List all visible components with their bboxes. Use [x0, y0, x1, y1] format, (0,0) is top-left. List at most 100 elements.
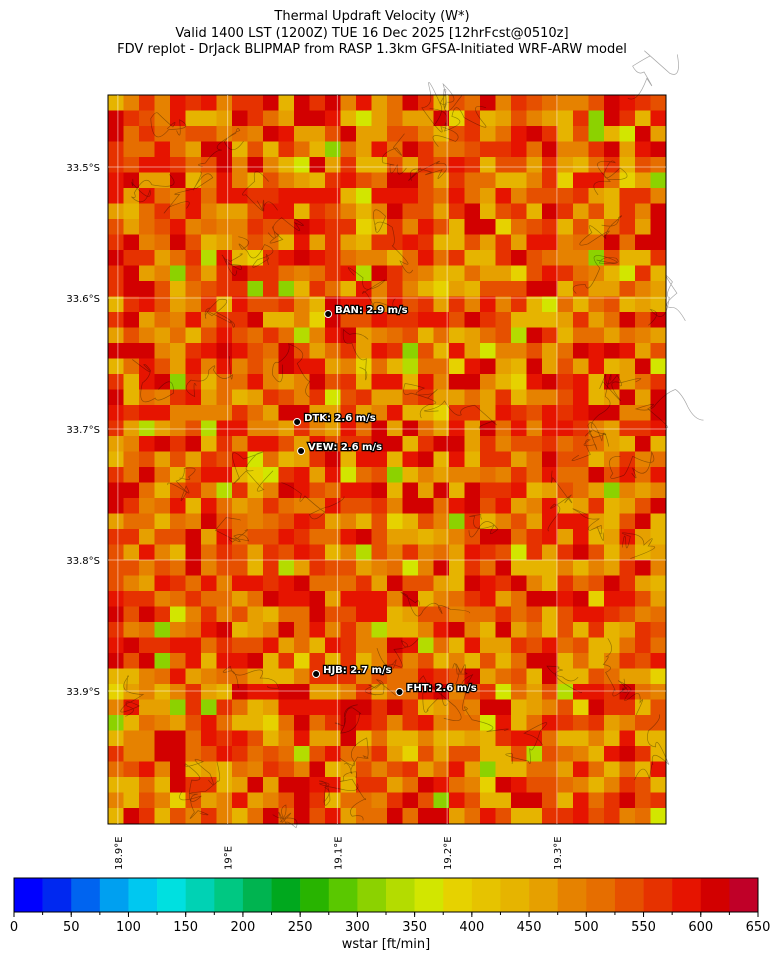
- raster-cell: [325, 591, 341, 607]
- raster-cell: [108, 777, 124, 793]
- raster-cell: [588, 792, 605, 809]
- raster-cell: [588, 110, 605, 127]
- raster-cell: [154, 606, 171, 623]
- raster-cell: [139, 250, 155, 266]
- raster-cell: [542, 126, 558, 142]
- raster-cell: [464, 777, 481, 793]
- raster-cell: [340, 544, 357, 561]
- raster-cell: [123, 761, 140, 778]
- raster-cell: [356, 606, 372, 623]
- raster-cell: [356, 560, 372, 576]
- raster-cell: [278, 157, 295, 173]
- raster-cell: [433, 575, 450, 592]
- raster-cell: [650, 157, 667, 173]
- raster-cell: [356, 327, 372, 344]
- raster-cell: [371, 575, 388, 592]
- raster-cell: [526, 591, 543, 607]
- raster-cell: [464, 653, 481, 669]
- raster-cell: [201, 358, 217, 375]
- raster-cell: [387, 234, 403, 251]
- raster-cell: [263, 606, 279, 623]
- raster-cell: [573, 188, 589, 204]
- raster-cell: [557, 374, 574, 390]
- raster-cell: [557, 126, 574, 142]
- raster-cell: [325, 110, 341, 127]
- raster-cell: [480, 219, 496, 235]
- raster-cell: [418, 746, 434, 762]
- raster-cell: [139, 219, 155, 235]
- raster-cell: [185, 529, 202, 545]
- raster-cell: [154, 172, 171, 189]
- raster-cell: [573, 312, 589, 328]
- raster-cell: [170, 141, 186, 158]
- raster-cell: [309, 234, 326, 251]
- raster-cell: [185, 157, 202, 173]
- raster-cell: [247, 761, 264, 778]
- raster-cell: [402, 157, 419, 173]
- raster-cell: [294, 498, 310, 514]
- raster-cell: [139, 684, 155, 700]
- raster-cell: [402, 482, 419, 499]
- raster-cell: [495, 405, 512, 421]
- colorbar-swatch: [214, 878, 244, 912]
- raster-cell: [418, 343, 434, 359]
- raster-cell: [247, 730, 264, 747]
- raster-cell: [635, 498, 651, 514]
- raster-cell: [619, 560, 636, 576]
- raster-cell: [588, 684, 605, 700]
- raster-cell: [635, 622, 651, 638]
- raster-cell: [449, 95, 465, 111]
- raster-cell: [108, 265, 124, 282]
- raster-cell: [294, 436, 310, 452]
- raster-cell: [139, 482, 155, 499]
- raster-cell: [216, 281, 233, 297]
- raster-cell: [542, 188, 558, 204]
- raster-cell: [464, 343, 481, 359]
- raster-cell: [371, 730, 388, 747]
- raster-cell: [325, 544, 341, 561]
- raster-cell: [526, 110, 543, 127]
- raster-cell: [511, 296, 527, 313]
- raster-cell: [309, 606, 326, 623]
- raster-cell: [511, 653, 527, 669]
- raster-cell: [294, 730, 310, 747]
- raster-cell: [154, 653, 171, 669]
- raster-cell: [604, 746, 620, 762]
- raster-cell: [263, 668, 279, 685]
- raster-cell: [154, 513, 171, 530]
- raster-cell: [154, 777, 171, 793]
- raster-cell: [619, 358, 636, 375]
- raster-cell: [371, 312, 388, 328]
- raster-cell: [588, 281, 605, 297]
- raster-cell: [278, 467, 295, 483]
- raster-cell: [294, 405, 310, 421]
- raster-cell: [185, 436, 202, 452]
- raster-cell: [464, 327, 481, 344]
- raster-cell: [449, 343, 465, 359]
- raster-cell: [557, 777, 574, 793]
- raster-cell: [495, 420, 512, 437]
- raster-cell: [573, 544, 589, 561]
- raster-cell: [154, 544, 171, 561]
- raster-cell: [433, 761, 450, 778]
- raster-cell: [216, 436, 233, 452]
- raster-cell: [449, 777, 465, 793]
- raster-cell: [588, 591, 605, 607]
- raster-cell: [573, 606, 589, 623]
- colorbar-swatch: [71, 878, 101, 912]
- raster-cell: [216, 126, 233, 142]
- raster-cell: [542, 157, 558, 173]
- raster-cell: [635, 327, 651, 344]
- raster-cell: [650, 126, 667, 142]
- raster-cell: [371, 343, 388, 359]
- colorbar-swatch: [271, 878, 301, 912]
- raster-cell: [108, 250, 124, 266]
- contour: [272, 804, 298, 829]
- map-frame: [107, 94, 667, 825]
- raster-cell: [635, 653, 651, 669]
- raster-cell: [495, 746, 512, 762]
- raster-cell: [480, 653, 496, 669]
- contour: [373, 209, 414, 274]
- raster-cell: [480, 95, 496, 111]
- raster-cell: [232, 389, 248, 406]
